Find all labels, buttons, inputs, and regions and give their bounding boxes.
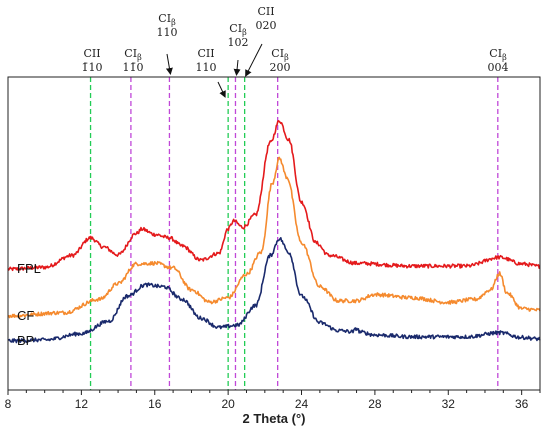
x-tick-label: 24 xyxy=(295,397,309,411)
series-line-cf xyxy=(7,156,541,319)
arrow-cii-020 xyxy=(245,43,263,77)
series-lines xyxy=(7,120,541,344)
x-tick-label: 36 xyxy=(515,397,529,411)
x-axis-title: 2 Theta (°) xyxy=(243,411,306,426)
annotation-cii-020-hkl: 020 xyxy=(256,19,277,32)
annotation-cii-110-hkl: 110 xyxy=(196,61,217,74)
annotation-ci-200-hkl: 200 xyxy=(270,61,291,74)
annotation-arrows xyxy=(165,43,263,98)
arrow-cii-110 xyxy=(217,81,226,98)
arrow-ci-110 xyxy=(165,53,173,75)
x-tick-label: 12 xyxy=(75,397,89,411)
annotation-cii-1-10-hkl: 1̄10 xyxy=(82,61,103,74)
annotation-ci-102-hkl: 102 xyxy=(228,36,249,49)
plot-frame xyxy=(7,76,541,391)
x-tick-label: 32 xyxy=(442,397,456,411)
arrow-ci-102 xyxy=(233,59,241,76)
x-tick-label: 8 xyxy=(5,397,12,411)
annotation-cii-1-10-name: CII xyxy=(83,47,100,60)
annotation-ci-004-hkl: 004 xyxy=(488,61,509,74)
reference-lines xyxy=(89,77,499,390)
annotation-cii-020-name: CII xyxy=(257,5,274,18)
series-line-fpl xyxy=(7,120,540,272)
annotation-ci-110-hkl: 110 xyxy=(157,26,178,39)
x-axis-ticks: 8 12 16 20 24 28 32 36 xyxy=(5,390,541,411)
annotation-cii-110-name: CII xyxy=(197,47,214,60)
series-labels: FPL CF BP xyxy=(17,261,41,348)
x-tick-label: 20 xyxy=(221,397,235,411)
series-label-fpl: FPL xyxy=(17,261,41,276)
annotation-ci-1-10-hkl: 11̄0 xyxy=(123,61,144,74)
series-line-bp xyxy=(7,237,541,344)
series-label-bp: BP xyxy=(17,333,34,348)
x-tick-label: 28 xyxy=(368,397,382,411)
series-label-cf: CF xyxy=(17,308,34,323)
x-tick-label: 16 xyxy=(148,397,162,411)
